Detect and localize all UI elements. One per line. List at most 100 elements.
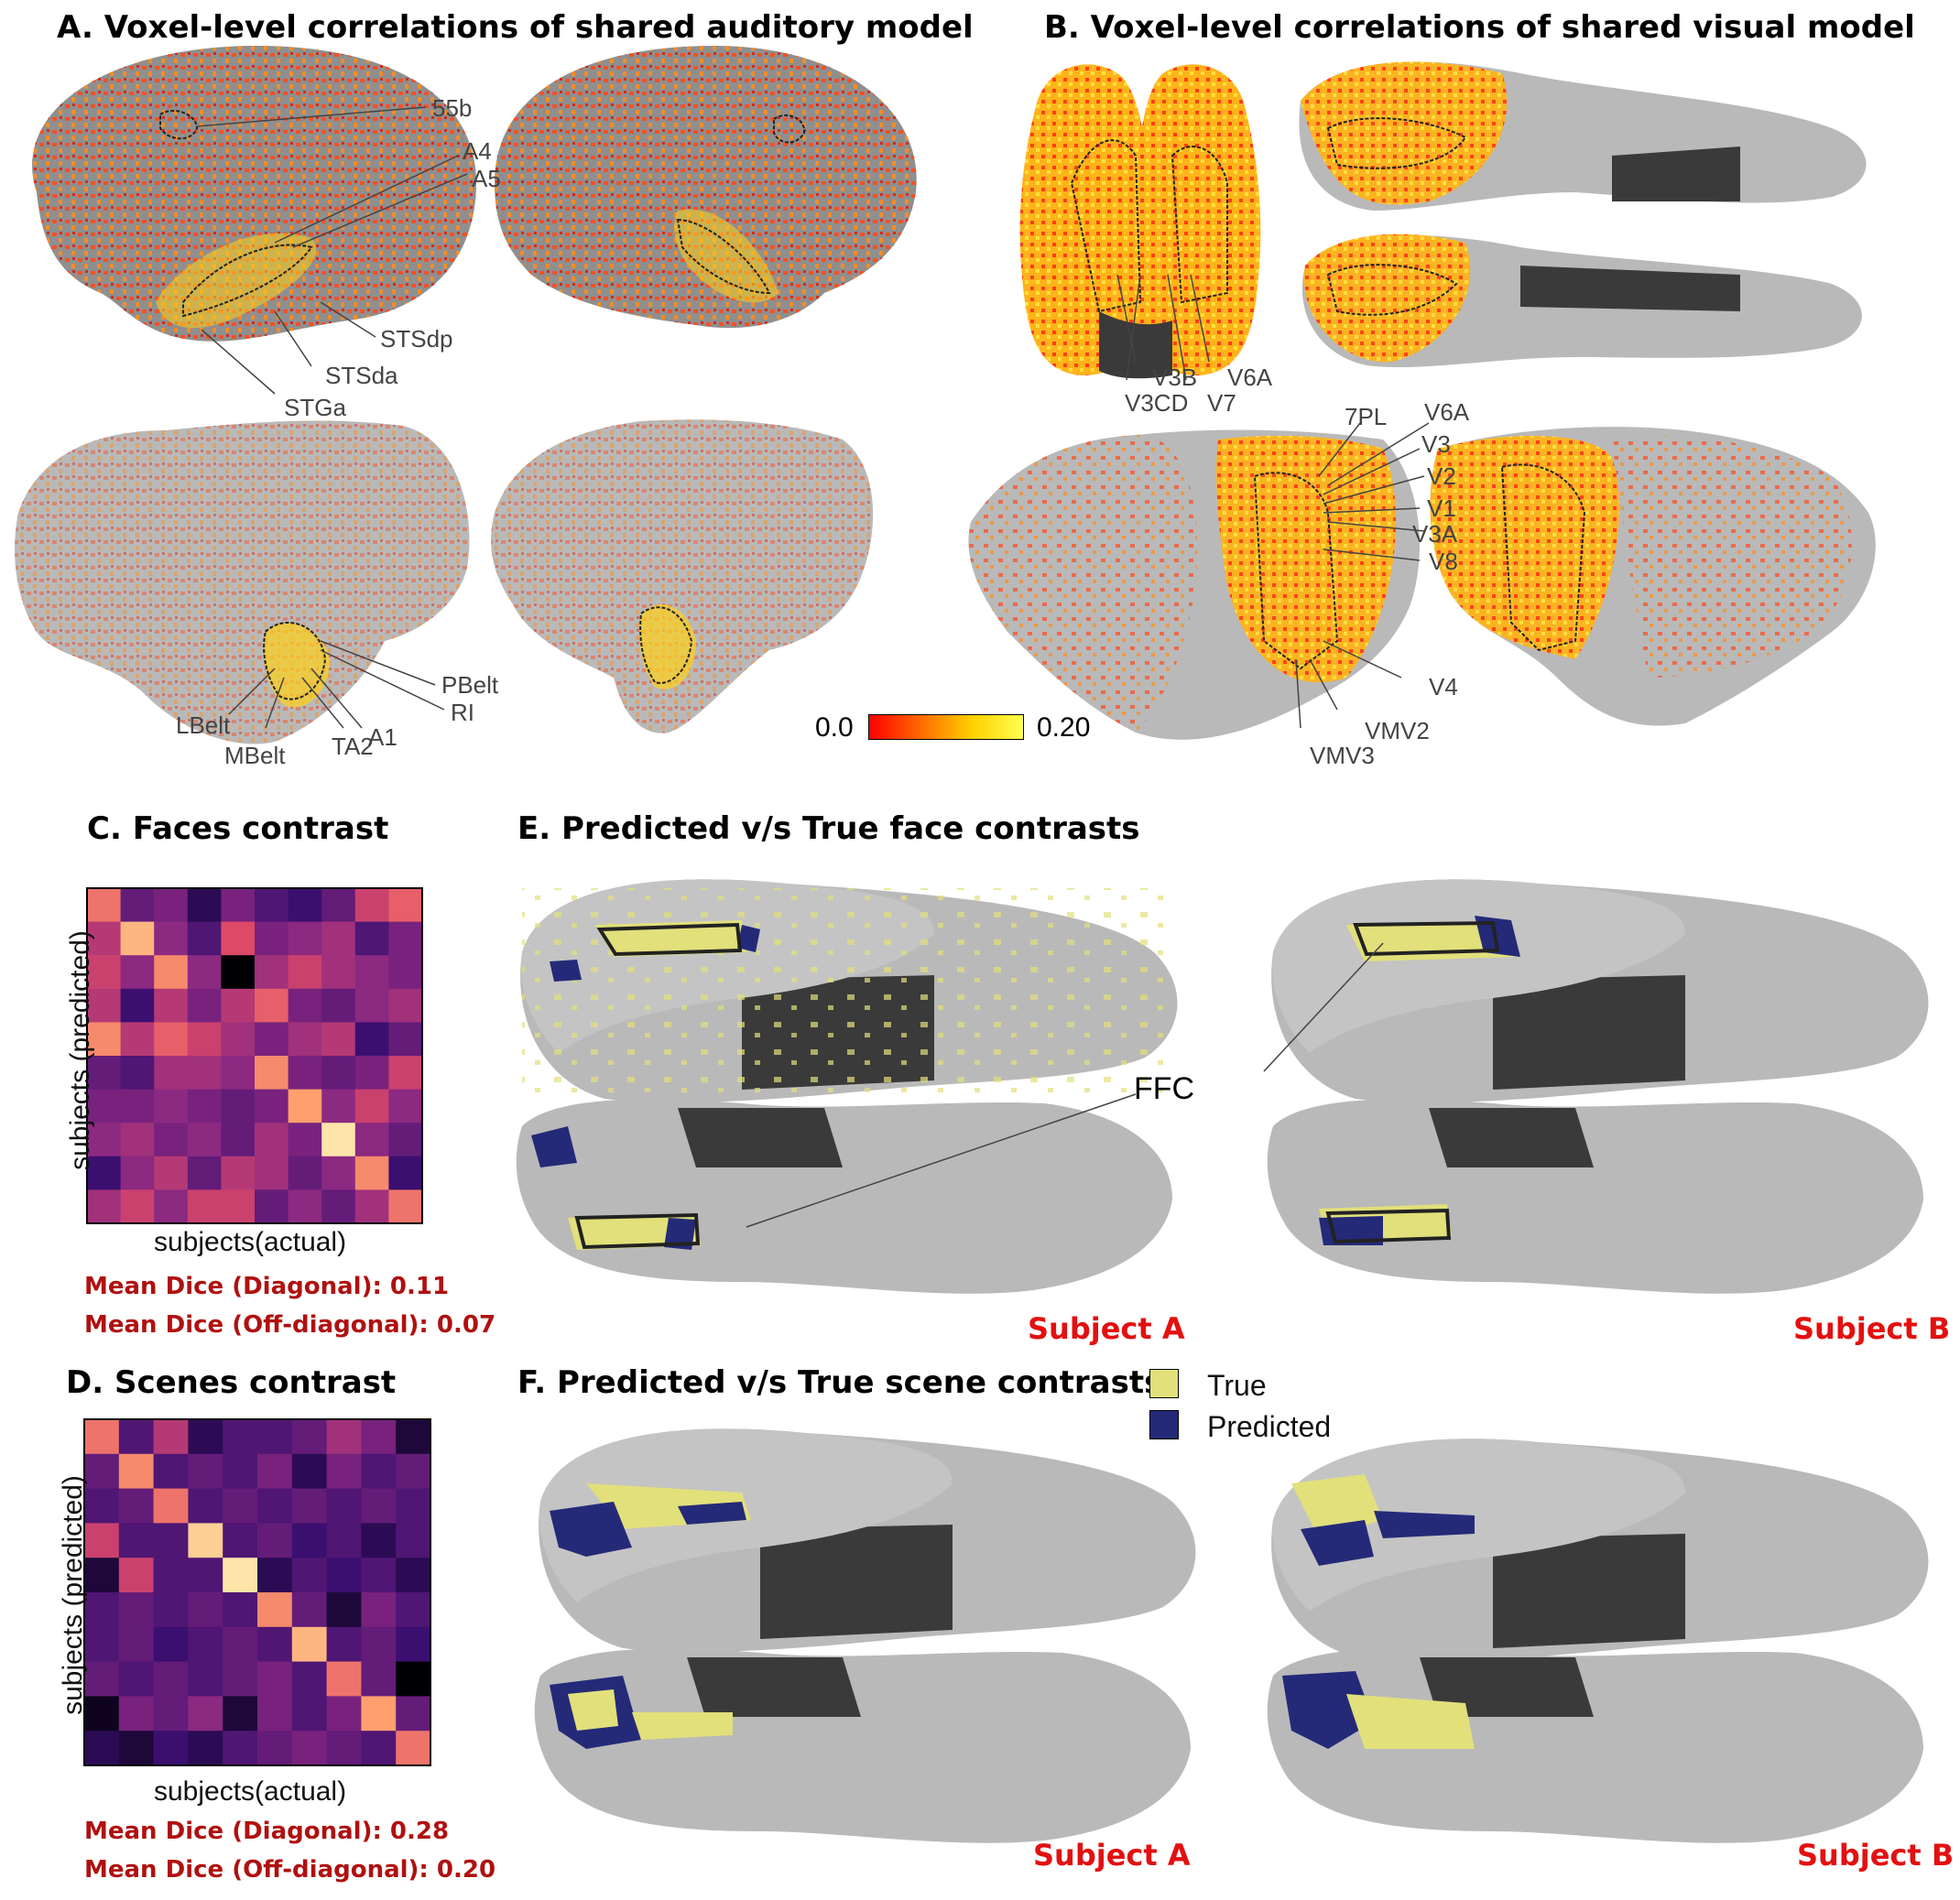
matrix-cell xyxy=(257,1661,293,1697)
matrix-cell xyxy=(153,1661,189,1697)
matrix-cell xyxy=(361,1696,397,1732)
matrix-cell xyxy=(84,1419,120,1455)
matrix-cell xyxy=(120,1022,155,1057)
matrix-cell xyxy=(84,1488,120,1524)
matrix-cell xyxy=(255,988,289,1023)
matrix-cell xyxy=(223,1523,258,1558)
matrix-cell xyxy=(153,1592,189,1628)
matrix-cell xyxy=(118,1696,155,1732)
matrix-cell xyxy=(84,1592,120,1628)
matrix-cell xyxy=(187,988,222,1023)
matrix-cell xyxy=(223,1558,258,1593)
matrix-cell xyxy=(288,1123,322,1157)
matrix-cell xyxy=(388,1156,423,1190)
matrix-cell xyxy=(388,955,423,990)
matrix-cell xyxy=(187,955,222,990)
matrix-cell xyxy=(154,1189,189,1224)
matrix-cell xyxy=(361,1731,397,1766)
matrix-cell xyxy=(255,1022,289,1057)
matrix-cell xyxy=(396,1661,431,1697)
faces-subject-a-label: Subject A xyxy=(1028,1311,1185,1346)
matrix-cell xyxy=(321,1056,356,1091)
matrix-cell xyxy=(87,1056,122,1091)
matrix-cell xyxy=(87,1123,122,1157)
panel-f-title: F. Predicted v/s True scene contrasts xyxy=(517,1364,1163,1401)
matrix-cell xyxy=(396,1731,431,1766)
matrix-cell xyxy=(188,1523,223,1558)
matrix-cell xyxy=(223,1453,258,1490)
posterior-right-hemisphere xyxy=(1134,64,1261,376)
matrix-cell xyxy=(187,1089,222,1124)
matrix-cell xyxy=(361,1488,397,1524)
matrix-cell xyxy=(291,1453,328,1490)
matrix-cell xyxy=(257,1592,293,1628)
matrix-cell xyxy=(118,1626,155,1663)
roi-v1: V1 xyxy=(1427,494,1456,522)
matrix-cell xyxy=(291,1661,328,1697)
matrix-cell xyxy=(255,1189,289,1224)
matrix-cell xyxy=(361,1523,397,1558)
faces-dice-offdiagonal: Mean Dice (Off-diagonal): 0.07 xyxy=(84,1311,496,1339)
matrix-cell xyxy=(321,921,356,956)
matrix-cell xyxy=(255,1123,289,1157)
matrix-cell xyxy=(118,1661,155,1697)
matrix-cell xyxy=(120,1123,155,1157)
matrix-cell xyxy=(257,1696,293,1732)
matrix-cell xyxy=(396,1696,431,1732)
panel-f-brains xyxy=(534,1428,1929,1843)
matrix-cell xyxy=(257,1731,293,1766)
matrix-cell xyxy=(120,1056,155,1091)
matrix-cell xyxy=(396,1488,431,1524)
matrix-cell xyxy=(321,1189,356,1224)
matrix-cell xyxy=(388,1123,423,1157)
matrix-cell xyxy=(118,1453,155,1490)
subject-b-scene-ventral xyxy=(1267,1648,1923,1843)
matrix-cell xyxy=(154,1056,189,1091)
matrix-cell xyxy=(255,955,289,990)
ffc-label: FFC xyxy=(1134,1071,1195,1106)
matrix-cell xyxy=(84,1731,120,1766)
matrix-cell xyxy=(257,1419,293,1455)
matrix-cell xyxy=(354,1123,389,1157)
matrix-cell xyxy=(153,1453,189,1490)
matrix-cell xyxy=(223,1488,258,1524)
matrix-cell xyxy=(87,955,122,990)
scenes-dice-matrix xyxy=(83,1418,431,1766)
matrix-cell xyxy=(354,988,389,1023)
panel-b-brains xyxy=(968,61,1876,740)
matrix-cell xyxy=(223,1661,258,1697)
legend-predicted-label: Predicted xyxy=(1207,1410,1332,1443)
matrix-cell xyxy=(187,1056,222,1091)
roi-v3: V3 xyxy=(1421,430,1451,458)
roi-v3a: V3A xyxy=(1412,520,1458,548)
matrix-cell xyxy=(87,1156,122,1190)
matrix-cell xyxy=(396,1592,431,1628)
subject-a-face-lateral xyxy=(520,879,1178,1103)
matrix-cell xyxy=(321,1089,356,1124)
matrix-cell xyxy=(255,1089,289,1124)
faces-subject-b-label: Subject B xyxy=(1793,1311,1951,1346)
colorbar-min-label: 0.0 xyxy=(815,712,854,743)
colorbar xyxy=(868,714,1024,740)
matrix-cell xyxy=(187,1189,222,1224)
matrix-cell xyxy=(118,1523,155,1558)
matrix-cell xyxy=(326,1419,362,1455)
matrix-cell xyxy=(120,888,155,923)
matrix-cell xyxy=(84,1696,120,1732)
matrix-cell xyxy=(361,1626,397,1663)
matrix-cell xyxy=(223,1696,258,1732)
matrix-cell xyxy=(354,1056,389,1091)
matrix-cell xyxy=(187,1156,222,1190)
roi-a1: A1 xyxy=(368,723,397,751)
matrix-cell xyxy=(396,1558,431,1593)
matrix-cell xyxy=(288,1022,322,1057)
matrix-cell xyxy=(291,1488,328,1524)
matrix-cell xyxy=(84,1661,120,1697)
matrix-cell xyxy=(396,1419,431,1455)
matrix-cell xyxy=(188,1731,223,1766)
matrix-cell xyxy=(326,1488,362,1524)
matrix-cell xyxy=(354,921,389,956)
roi-v8: V8 xyxy=(1429,548,1458,575)
matrix-frame xyxy=(83,1418,431,1766)
matrix-cell xyxy=(354,888,389,923)
